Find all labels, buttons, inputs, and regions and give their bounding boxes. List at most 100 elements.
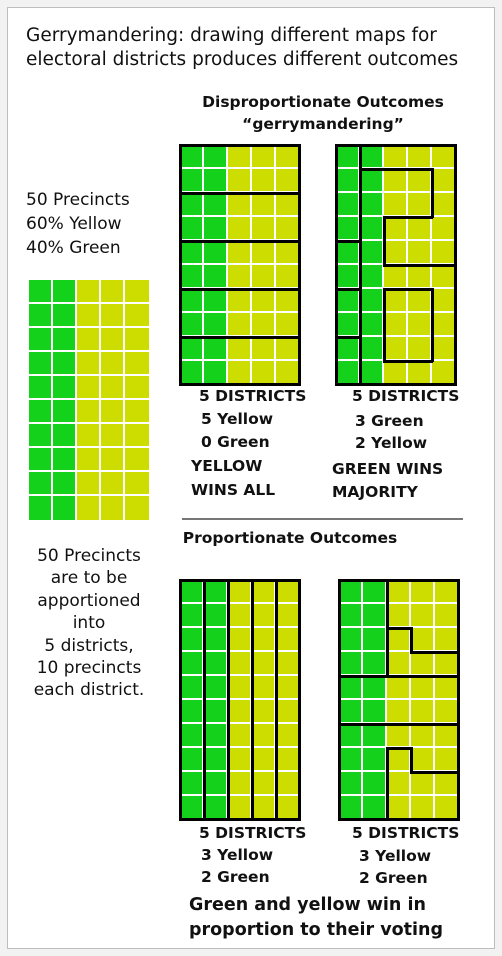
precinct-cell-yellow	[411, 700, 435, 724]
precinct-cell-yellow	[384, 337, 408, 361]
precinct-cell-yellow	[432, 313, 456, 337]
footer-line2: proportion to their voting	[189, 920, 443, 940]
precinct-cell-green	[204, 700, 228, 724]
precinct-cell-yellow	[252, 337, 276, 361]
precinct-cell-yellow	[77, 328, 101, 352]
precinct-cell-yellow	[252, 145, 276, 169]
map2-result-line1: GREEN WINS	[332, 460, 444, 478]
figure-caption: Gerrymandering: drawing different maps f…	[26, 25, 459, 70]
map1-result-line1: YELLOW	[191, 457, 263, 475]
precinct-cell-yellow	[276, 580, 300, 604]
precinct-cell-green	[53, 376, 77, 400]
precinct-cell-yellow	[435, 676, 459, 700]
precinct-cell-green	[339, 772, 363, 796]
precinct-cell-green	[339, 700, 363, 724]
precinct-cell-yellow	[408, 193, 432, 217]
precinct-cell-yellow	[228, 724, 252, 748]
precinct-cell-yellow	[384, 241, 408, 265]
precinct-cell-yellow	[435, 772, 459, 796]
precinct-cell-yellow	[435, 796, 459, 820]
district-boundary	[386, 627, 412, 630]
precinct-cell-yellow	[411, 796, 435, 820]
precinct-cell-yellow	[228, 337, 252, 361]
precinct-cell-yellow	[432, 289, 456, 313]
precinct-cell-yellow	[432, 169, 456, 193]
district-boundary	[383, 360, 433, 363]
precinct-cell-yellow	[228, 289, 252, 313]
precinct-cell-yellow	[384, 145, 408, 169]
precinct-cell-green	[29, 376, 53, 400]
precinct-cell-yellow	[276, 289, 300, 313]
precinct-cell-yellow	[411, 652, 435, 676]
precinct-grid-overview	[29, 280, 149, 520]
precinct-cell-yellow	[252, 313, 276, 337]
precinct-cell-yellow	[276, 361, 300, 385]
precinct-cell-yellow	[276, 796, 300, 820]
precinct-cell-green	[339, 748, 363, 772]
precinct-cell-green	[180, 580, 204, 604]
precinct-cell-green	[29, 304, 53, 328]
district-boundary	[359, 336, 362, 386]
map4-districts-label: 5 DISTRICTS	[352, 824, 460, 842]
district-boundary	[383, 216, 433, 219]
precinct-cell-green	[360, 313, 384, 337]
precinct-cell-yellow	[252, 676, 276, 700]
district-boundary	[179, 383, 301, 386]
district-boundary	[338, 723, 460, 726]
precinct-cell-yellow	[252, 604, 276, 628]
district-boundary	[410, 651, 460, 654]
precinct-cell-green	[53, 496, 77, 520]
precinct-cell-yellow	[125, 424, 149, 448]
precinct-cell-yellow	[276, 265, 300, 289]
precinct-cell-yellow	[101, 448, 125, 472]
precinct-cell-green	[180, 604, 204, 628]
district-boundary	[386, 747, 412, 750]
precinct-cell-yellow	[387, 628, 411, 652]
precinct-cell-green	[363, 700, 387, 724]
map3-count-line1: 3 Yellow	[201, 846, 274, 864]
precinct-cell-green	[336, 289, 360, 313]
precinct-cell-yellow	[228, 169, 252, 193]
precinct-cell-yellow	[125, 472, 149, 496]
precinct-cell-green	[360, 241, 384, 265]
precinct-cell-green	[360, 193, 384, 217]
precinct-cell-yellow	[101, 496, 125, 520]
precinct-cell-yellow	[408, 217, 432, 241]
precinct-cell-yellow	[411, 604, 435, 628]
precinct-cell-green	[204, 604, 228, 628]
precinct-cell-green	[336, 313, 360, 337]
precinct-cell-yellow	[411, 676, 435, 700]
map1-count-line1: 5 Yellow	[201, 410, 274, 428]
legend-line-green: 40% Green	[26, 238, 121, 258]
precinct-cell-yellow	[276, 628, 300, 652]
precinct-cell-yellow	[387, 652, 411, 676]
precinct-cell-green	[29, 448, 53, 472]
district-boundary	[179, 579, 301, 582]
apportion-line: 10 precincts	[36, 658, 142, 679]
district-boundary	[338, 579, 341, 821]
precinct-cell-green	[180, 145, 204, 169]
precinct-cell-yellow	[228, 772, 252, 796]
precinct-cell-green	[336, 337, 360, 361]
precinct-cell-green	[360, 361, 384, 385]
legend-line-precincts: 50 Precincts	[26, 190, 130, 210]
precinct-cell-yellow	[252, 772, 276, 796]
precinct-cell-green	[204, 217, 228, 241]
precinct-cell-yellow	[432, 145, 456, 169]
precinct-cell-yellow	[77, 376, 101, 400]
precinct-cell-green	[363, 748, 387, 772]
precinct-cell-yellow	[384, 265, 408, 289]
precinct-cell-yellow	[411, 748, 435, 772]
precinct-cell-green	[53, 400, 77, 424]
precinct-cell-yellow	[384, 193, 408, 217]
district-boundary	[179, 818, 301, 821]
precinct-cell-green	[180, 169, 204, 193]
precinct-cell-yellow	[252, 748, 276, 772]
precinct-cell-yellow	[276, 313, 300, 337]
district-boundary	[251, 579, 254, 821]
apportion-line: each district.	[33, 680, 145, 701]
map1-districts-label: 5 DISTRICTS	[199, 387, 307, 405]
precinct-cell-green	[204, 289, 228, 313]
precinct-cell-yellow	[276, 724, 300, 748]
precinct-cell-green	[339, 628, 363, 652]
